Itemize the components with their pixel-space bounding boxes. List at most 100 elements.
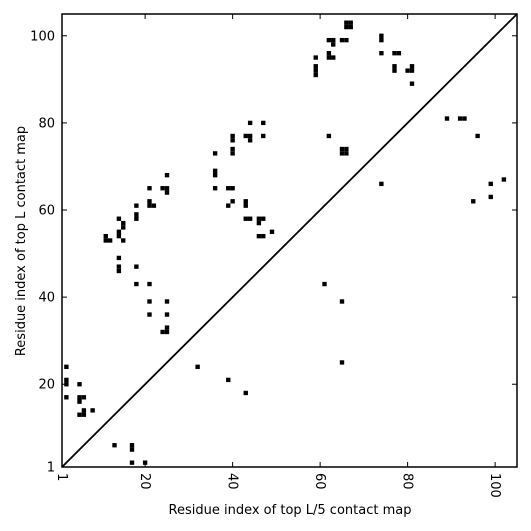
contact-point-upper <box>344 24 349 30</box>
contact-point-upper <box>64 377 69 383</box>
contact-point-upper <box>313 72 318 78</box>
contact-point-upper <box>164 190 170 195</box>
contact-point-upper <box>256 220 262 226</box>
contact-point-upper <box>164 312 170 317</box>
contact-point-upper <box>90 408 95 413</box>
contact-point-upper <box>230 146 235 152</box>
contact-point-upper <box>344 37 349 43</box>
contact-point-upper <box>147 203 152 208</box>
contact-point-upper <box>112 443 117 448</box>
contact-point-upper <box>344 20 349 25</box>
contact-point-upper <box>247 133 253 139</box>
contact-point-upper <box>230 151 235 156</box>
contact-point-upper <box>121 220 126 226</box>
contact-point-upper <box>339 151 345 156</box>
contact-point-upper <box>212 186 218 191</box>
y-tick-label: 100 <box>30 29 55 44</box>
contact-point-upper <box>230 138 235 143</box>
contact-point-upper <box>405 68 410 73</box>
x-axis-label: Residue index of top L/5 contact map <box>169 503 412 518</box>
x-tick-label: 20 <box>137 473 152 490</box>
contact-point-upper <box>230 186 235 191</box>
contact-point-upper <box>116 255 122 261</box>
contact-point-upper <box>243 133 248 139</box>
contact-point-upper <box>471 199 476 204</box>
contact-point-upper <box>409 68 415 73</box>
contact-point-upper <box>326 133 332 139</box>
contact-point-upper <box>134 212 139 217</box>
contact-point-upper <box>261 133 266 139</box>
contact-point-upper <box>269 229 275 234</box>
contact-point-upper <box>488 194 493 200</box>
contact-point-upper <box>226 377 231 383</box>
contact-point-upper <box>129 447 135 452</box>
contact-point-upper <box>116 216 122 221</box>
y-tick-label: 1 <box>47 461 55 476</box>
contact-point-upper <box>488 181 493 187</box>
contact-point-upper <box>212 172 218 178</box>
contact-point-upper <box>164 186 170 191</box>
x-tick-label: 60 <box>312 473 327 490</box>
contact-point-upper <box>339 37 345 43</box>
contact-point-upper <box>147 299 152 304</box>
contact-point-lower <box>339 299 345 304</box>
contact-point-upper <box>160 186 165 191</box>
contact-point-upper <box>331 42 336 47</box>
contact-point-upper <box>379 181 384 187</box>
contact-point-lower <box>339 360 345 365</box>
diagonal-line <box>61 13 518 468</box>
contact-point-upper <box>348 24 353 30</box>
contact-point-upper <box>326 37 332 43</box>
contact-point-upper <box>116 233 122 239</box>
x-tick-label: 100 <box>487 473 502 498</box>
contact-point-upper <box>77 382 82 387</box>
contact-point-upper <box>121 225 126 230</box>
contact-point-upper <box>392 68 397 73</box>
contact-point-upper <box>134 203 139 208</box>
contact-point-upper <box>326 55 332 60</box>
contact-point-upper <box>226 203 231 208</box>
contact-point-upper <box>313 68 318 73</box>
contact-point-upper <box>64 395 69 400</box>
contact-point-upper <box>164 329 170 335</box>
contact-point-upper <box>230 199 235 204</box>
contact-point-upper <box>164 172 170 178</box>
contact-point-upper <box>379 37 384 43</box>
contact-point-upper <box>81 408 87 413</box>
x-tick-label: 1 <box>54 473 69 481</box>
contact-point-upper <box>134 281 139 287</box>
contact-point-upper <box>81 412 87 417</box>
y-tick-label: 20 <box>38 378 55 393</box>
contact-point-upper <box>151 203 157 208</box>
contact-point-upper <box>247 216 253 221</box>
x-tick-label: 40 <box>225 473 240 490</box>
contact-point-upper <box>457 116 463 121</box>
contact-point-upper <box>147 312 152 317</box>
contact-point-upper <box>444 116 450 121</box>
contact-point-upper <box>326 51 332 56</box>
contact-point-upper <box>247 138 253 143</box>
contact-point-upper <box>129 443 135 448</box>
contact-point-upper <box>77 412 82 417</box>
contact-point-upper <box>462 116 467 121</box>
contact-point-upper <box>247 120 253 126</box>
contact-point-upper <box>348 20 353 25</box>
contact-point-upper <box>261 233 266 239</box>
contact-point-upper <box>103 238 108 243</box>
contact-point-upper <box>77 395 82 400</box>
contact-point-upper <box>243 203 248 208</box>
contact-point-upper <box>160 329 165 335</box>
contact-point-upper <box>396 51 402 56</box>
contact-point-upper <box>243 199 248 204</box>
contact-point-upper <box>344 146 349 152</box>
contact-point-upper <box>212 151 218 156</box>
contact-point-upper <box>475 133 480 139</box>
contact-point-upper <box>195 364 200 369</box>
contact-point-upper <box>331 55 336 60</box>
contact-point-upper <box>129 460 135 465</box>
contact-point-upper <box>147 281 152 287</box>
contact-point-upper <box>379 51 384 56</box>
contact-point-upper <box>116 229 122 234</box>
contact-point-upper <box>230 133 235 139</box>
contact-point-upper <box>107 238 113 243</box>
